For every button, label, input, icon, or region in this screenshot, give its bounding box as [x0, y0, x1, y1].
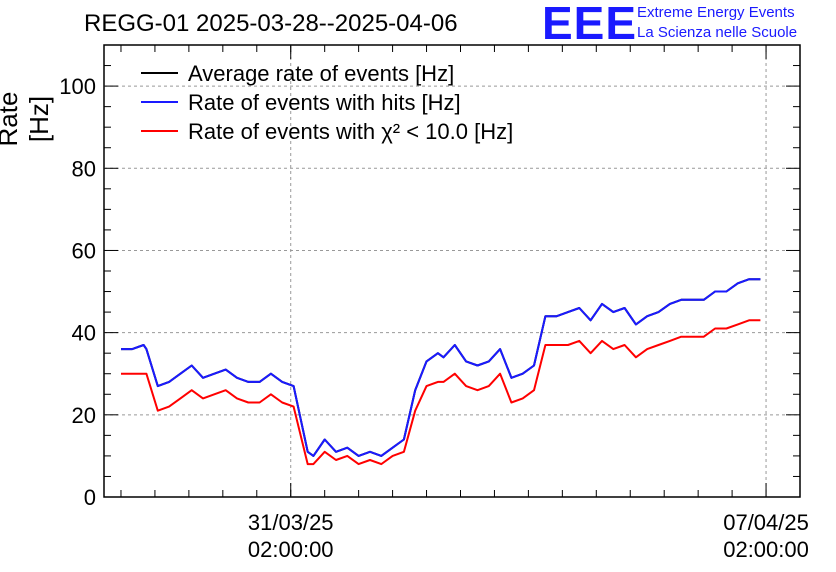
y-tick-label: 40: [72, 321, 96, 346]
y-tick-label: 20: [72, 403, 96, 428]
eee-logo: EEE: [542, 0, 638, 49]
x-tick-label-time: 02:00:00: [248, 537, 334, 562]
x-tick-label-time: 02:00:00: [723, 537, 809, 562]
hits-rate-line: [121, 278, 761, 457]
y-axis-label: Rate [Hz]: [0, 91, 54, 147]
chi2-rate-line: [121, 319, 761, 466]
x-tick-label-date: 07/04/25: [723, 510, 809, 535]
series-group: [121, 278, 761, 466]
y-tick-label: 80: [72, 156, 96, 181]
legend-entry-hits-label: Rate of events with hits [Hz]: [188, 90, 461, 115]
legend: Average rate of events [Hz] Rate of event…: [141, 61, 513, 144]
logo-line-1: Extreme Energy Events: [637, 4, 795, 21]
y-tick-label: 60: [72, 238, 96, 263]
logo-line-2: La Scienza nelle Scuole: [637, 24, 798, 41]
legend-entry-chi2-label: Rate of events with χ² < 10.0 [Hz]: [188, 119, 513, 144]
legend-entry-average-label: Average rate of events [Hz]: [188, 61, 454, 86]
grid: [104, 45, 800, 497]
y-tick-label: 0: [84, 485, 96, 510]
x-tick-label-date: 31/03/25: [248, 510, 334, 535]
average-rate-line: [121, 278, 761, 457]
y-axis-ticks: 0 20 40 60 80 100: [59, 44, 800, 510]
y-tick-label: 100: [59, 74, 96, 99]
chart-title: REGG-01 2025-03-28--2025-04-06: [84, 10, 458, 37]
